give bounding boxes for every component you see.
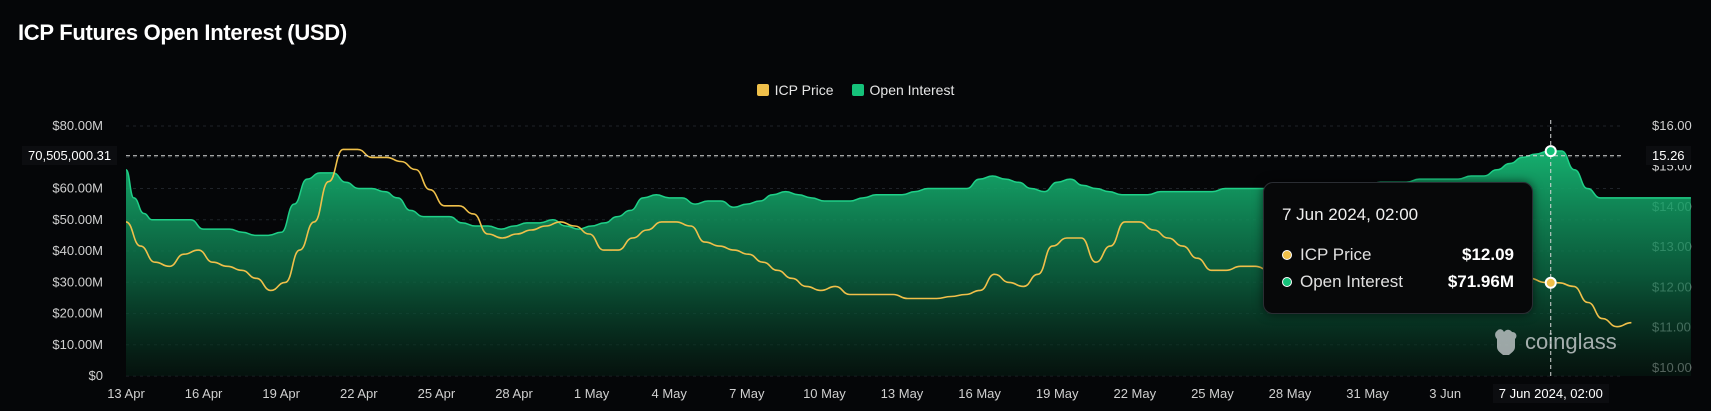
x-tick-label: 25 May bbox=[1191, 386, 1234, 401]
open-interest-hover-marker bbox=[1544, 145, 1557, 158]
legend-item-open-interest[interactable]: Open Interest bbox=[851, 82, 955, 98]
legend-item-icp-price[interactable]: ICP Price bbox=[756, 82, 834, 98]
y-left-tick-label: $10.00M bbox=[52, 337, 103, 352]
icp-price-hover-marker bbox=[1544, 276, 1557, 289]
legend-label-icp-price: ICP Price bbox=[774, 82, 834, 98]
open-interest-line bbox=[125, 150, 1691, 237]
x-tick-label: 1 May bbox=[574, 386, 610, 401]
x-tick-label: 13 Apr bbox=[107, 386, 145, 401]
chart-title: ICP Futures Open Interest (USD) bbox=[18, 20, 347, 45]
y-left-tick-label: $80.00M bbox=[52, 118, 103, 133]
x-axis: 13 Apr 16 Apr 19 Apr 22 Apr 25 Apr 28 Apr 1 Ma… bbox=[107, 386, 1461, 401]
tooltip-dot-icp-price bbox=[1282, 250, 1292, 260]
crosshair-x-label: 7 Jun 2024, 02:00 bbox=[1492, 384, 1609, 403]
x-tick-label: 25 Apr bbox=[418, 386, 456, 401]
crosshair bbox=[126, 120, 1622, 376]
tooltip-title: 7 Jun 2024, 02:00 bbox=[1282, 205, 1419, 224]
legend-label-open-interest: Open Interest bbox=[869, 82, 955, 98]
x-tick-label: 28 May bbox=[1269, 386, 1312, 401]
tooltip-value-icp-price: $12.09 bbox=[1462, 245, 1514, 264]
y-left-tick-label: $60.00M bbox=[52, 181, 103, 196]
coinglass-watermark: coinglass bbox=[1493, 327, 1617, 357]
x-tick-label: 16 May bbox=[958, 386, 1001, 401]
tooltip-dot-open-interest bbox=[1282, 277, 1292, 287]
x-tick-label: 19 Apr bbox=[262, 386, 300, 401]
y-left-tick-label: $30.00M bbox=[52, 274, 103, 289]
hover-markers bbox=[1544, 145, 1557, 289]
x-tick-label: 16 Apr bbox=[185, 386, 223, 401]
y-left-tick-label: $40.00M bbox=[52, 243, 103, 258]
x-tick-label: 28 Apr bbox=[495, 386, 533, 401]
tooltip-row-open-interest: Open Interest $71.96M bbox=[1282, 272, 1514, 292]
y-left-tick-label: $20.00M bbox=[52, 306, 103, 321]
x-tick-label: 7 May bbox=[729, 386, 765, 401]
coinglass-logo-icon bbox=[1495, 329, 1517, 355]
tooltip-label-icp-price: ICP Price bbox=[1300, 245, 1372, 264]
tooltip-label-open-interest: Open Interest bbox=[1300, 272, 1404, 291]
x-tick-label: 31 May bbox=[1346, 386, 1389, 401]
tooltip: 7 Jun 2024, 02:00 ICP Price $12.09 Open … bbox=[1263, 182, 1533, 314]
y-right-tick-label: $16.00 bbox=[1652, 118, 1692, 133]
x-tick-label: 22 May bbox=[1113, 386, 1156, 401]
crosshair-right-value: 15.26 bbox=[1646, 145, 1691, 165]
x-tick-label: 10 May bbox=[803, 386, 846, 401]
chart-legend: ICP Price Open Interest bbox=[0, 82, 1711, 98]
legend-swatch-open-interest bbox=[851, 84, 864, 96]
y-left-tick-label: $0 bbox=[89, 368, 103, 383]
legend-swatch-icp-price bbox=[756, 84, 769, 96]
tooltip-value-open-interest: $71.96M bbox=[1447, 272, 1514, 291]
x-tick-label: 4 May bbox=[651, 386, 687, 401]
watermark-text: coinglass bbox=[1525, 329, 1617, 354]
tooltip-row-icp-price: ICP Price $12.09 bbox=[1282, 245, 1514, 265]
x-tick-label: 22 Apr bbox=[340, 386, 378, 401]
x-tick-label: 19 May bbox=[1036, 386, 1079, 401]
y-left-tick-label: $50.00M bbox=[52, 212, 103, 227]
x-tick-label: 3 Jun bbox=[1429, 386, 1461, 401]
x-tick-label: 13 May bbox=[881, 386, 924, 401]
crosshair-left-value: 70,505,000.31 bbox=[22, 145, 118, 165]
